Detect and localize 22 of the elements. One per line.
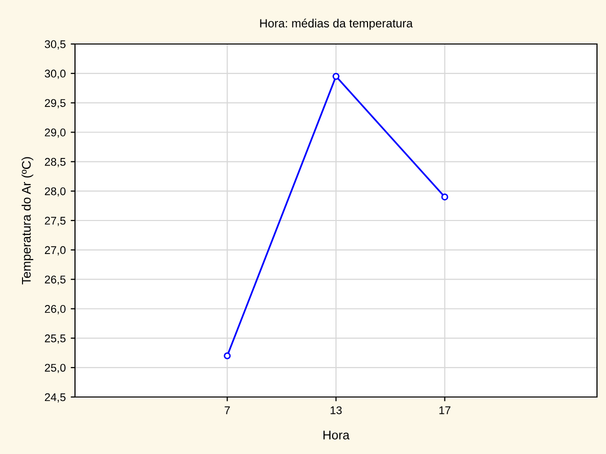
x-tick-label: 17	[439, 406, 450, 414]
point	[224, 352, 231, 360]
point	[441, 193, 448, 200]
x-tick-label: 13	[330, 406, 342, 414]
y-tick-label: 27,0	[44, 246, 66, 256]
x-axis-title: Hora	[323, 430, 350, 440]
y-tick-label: 29,0	[44, 128, 66, 138]
y-tick-label: 28,5	[44, 158, 66, 168]
y-tick-label: 30,0	[44, 70, 66, 79]
chart-title: Hora: médias da temperatura	[260, 18, 413, 30]
y-tick-label: 27,5	[44, 216, 66, 226]
y-tick-label: 24,5	[44, 393, 66, 402]
x-tick-label: 7	[224, 406, 230, 414]
y-tick-label: 25,5	[44, 334, 66, 344]
point	[332, 72, 340, 80]
y-tick-label: 28,0	[44, 187, 66, 197]
y-axis-title: Temperatura do Ar (ºC)	[22, 157, 34, 284]
y-tick-label: 29,5	[44, 99, 66, 108]
y-tick-label: 30,5	[44, 40, 66, 50]
y-tick-label: 25,0	[44, 364, 66, 374]
y-tick-label: 26,0	[44, 305, 66, 314]
y-tick-label: 26,5	[44, 276, 66, 285]
